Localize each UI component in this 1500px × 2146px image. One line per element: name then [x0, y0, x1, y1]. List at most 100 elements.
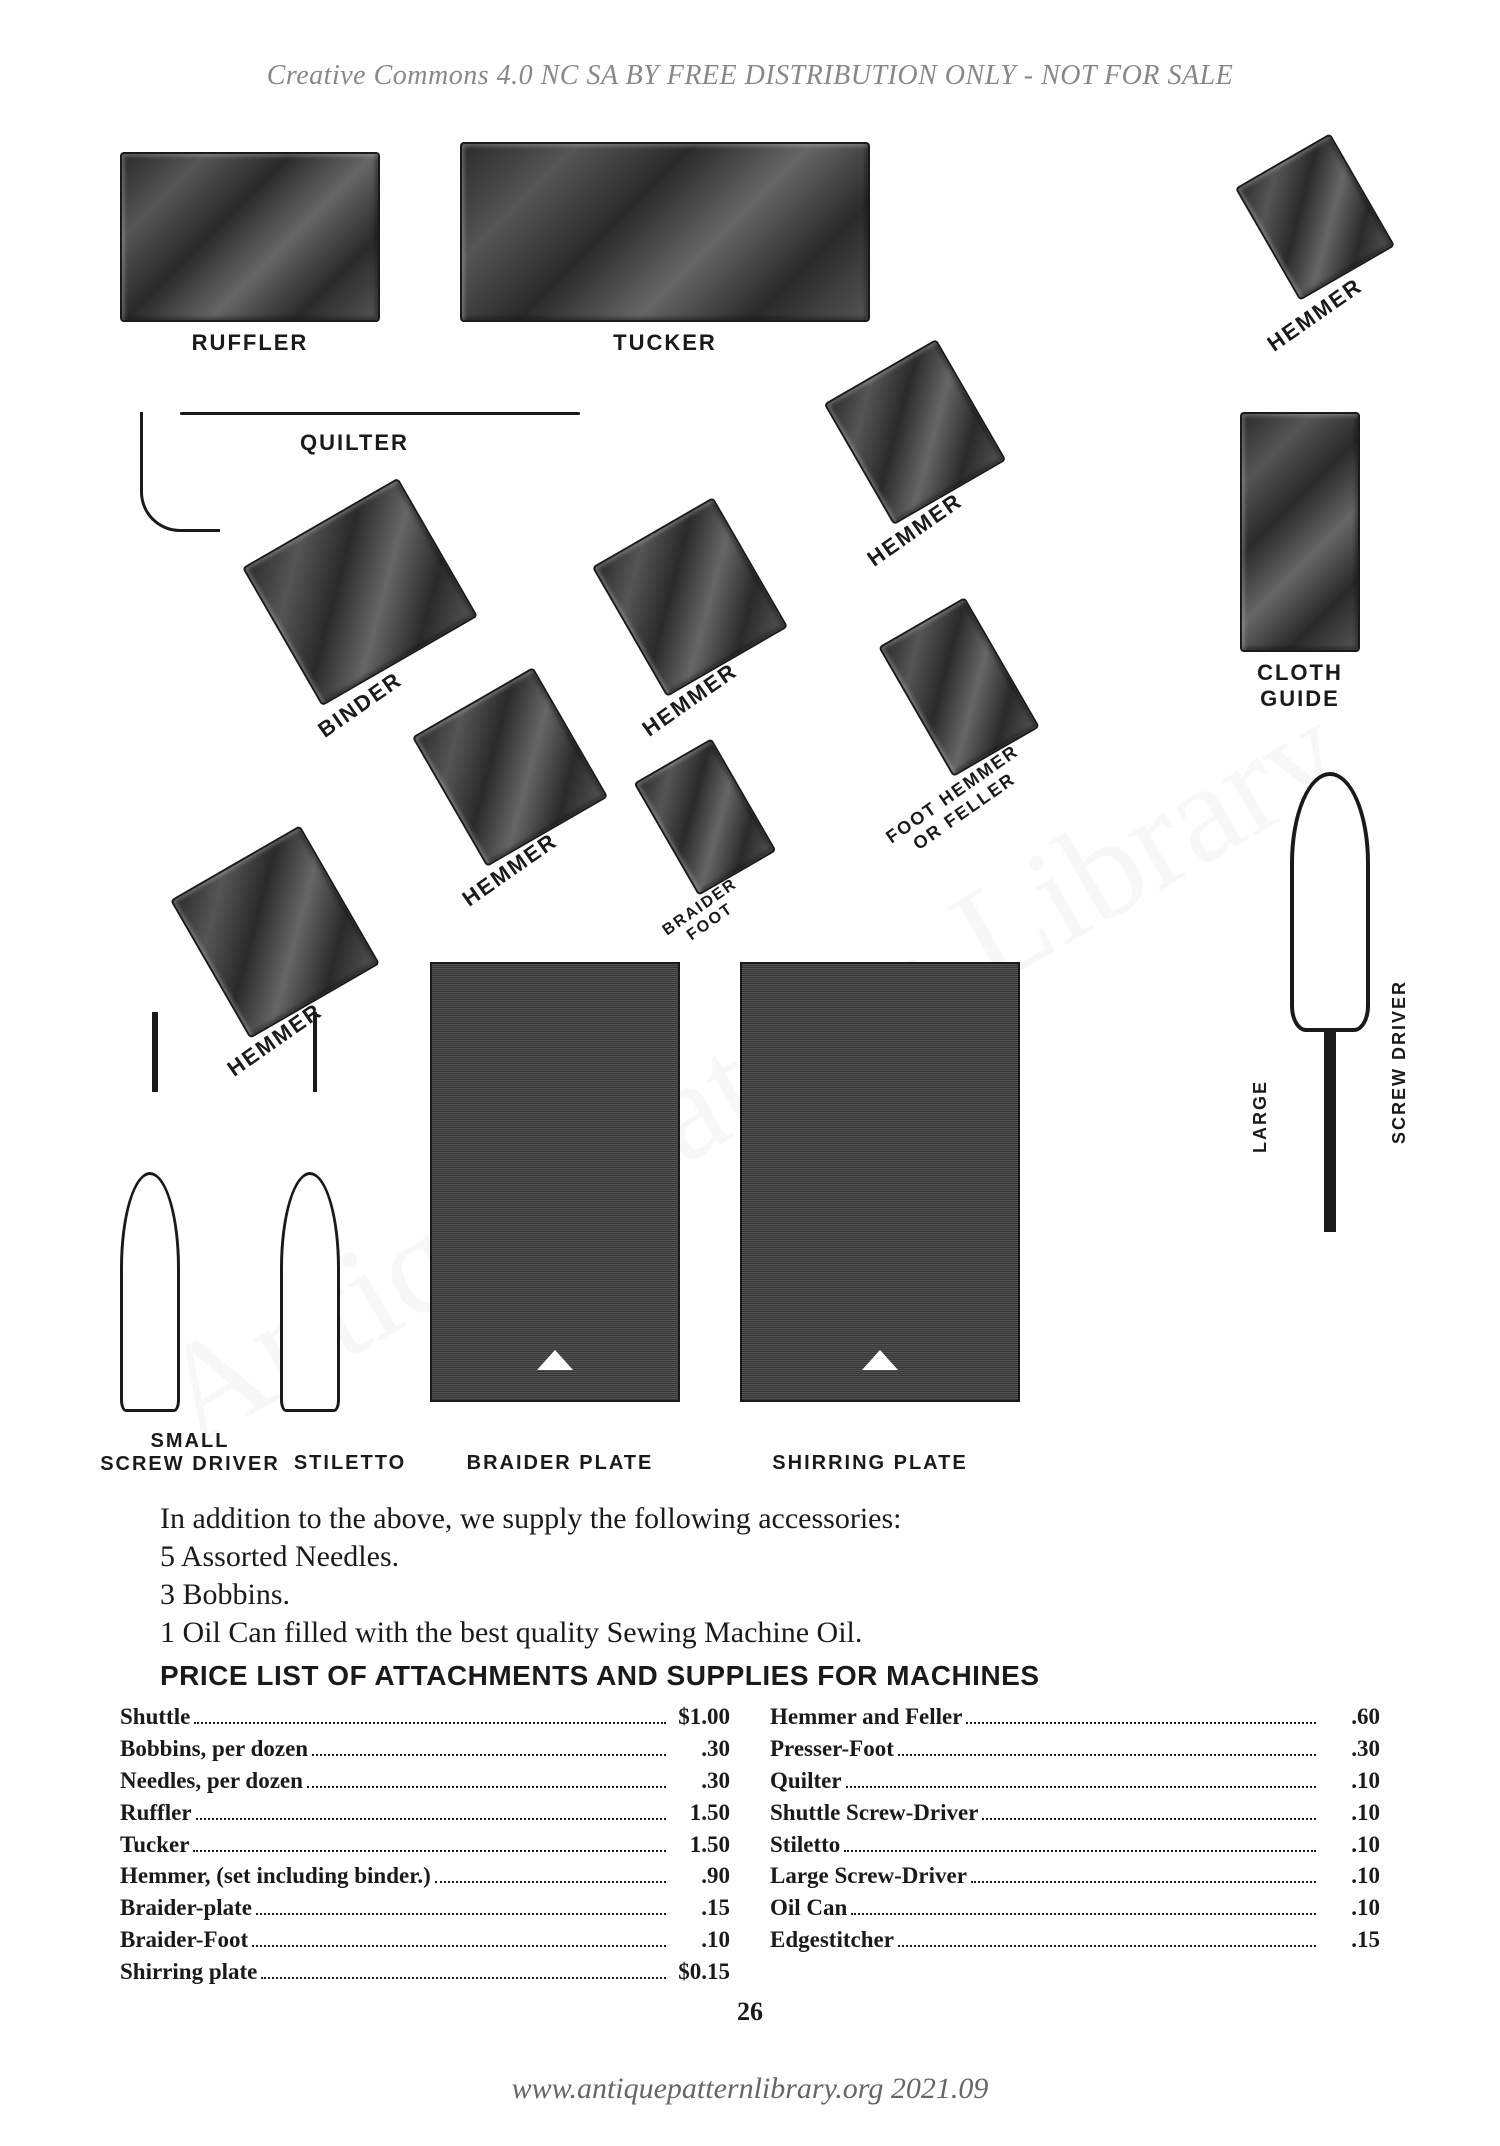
braider-plate-image [430, 962, 680, 1402]
price-item-name: Ruffler [120, 1798, 192, 1828]
ruffler-label: RUFFLER [192, 330, 309, 356]
large-label: LARGE [1250, 1080, 1271, 1153]
price-row: Shuttle Screw-Driver .10 [770, 1798, 1380, 1828]
cloth-guide-image [1240, 412, 1360, 652]
price-dots [261, 1977, 666, 1979]
price-item-name: Shirring plate [120, 1957, 257, 1987]
tucker-image [460, 142, 870, 322]
price-item-name: Braider-Foot [120, 1925, 248, 1955]
price-dots [193, 1850, 666, 1852]
price-dots [971, 1881, 1316, 1883]
stiletto-image [280, 1092, 350, 1412]
part-foot-hemmer: FOOT HEMMER OR FELLER [880, 612, 1037, 824]
hemmer-4-image [412, 667, 608, 867]
price-row: Ruffler 1.50 [120, 1798, 730, 1828]
accessories-line2: 3 Bobbins. [160, 1578, 1400, 1612]
part-cloth-guide: CLOTH GUIDE [1240, 412, 1360, 712]
price-item-value: .15 [670, 1893, 730, 1923]
bottom-labels: SMALL SCREW DRIVER STILETTO BRAIDER PLAT… [100, 1422, 1400, 1476]
price-dots [252, 1945, 666, 1947]
price-item-name: Needles, per dozen [120, 1766, 303, 1796]
price-dots [844, 1850, 1316, 1852]
price-dots [307, 1786, 666, 1788]
part-small-screwdriver [120, 1092, 190, 1412]
price-dots [851, 1913, 1316, 1915]
binder-image [242, 478, 478, 707]
price-item-name: Tucker [120, 1830, 189, 1860]
price-item-value: .10 [1320, 1893, 1380, 1923]
price-row: Braider-plate .15 [120, 1893, 730, 1923]
price-dots [256, 1913, 666, 1915]
price-column-left: Shuttle$1.00Bobbins, per dozen.30Needles… [120, 1702, 730, 1989]
accessories-line3: 1 Oil Can filled with the best quality S… [160, 1616, 1400, 1650]
price-row: Braider-Foot.10 [120, 1925, 730, 1955]
part-stiletto [280, 1092, 350, 1412]
price-dots [982, 1818, 1316, 1820]
page-number: 26 [100, 1997, 1400, 2027]
price-columns: Shuttle$1.00Bobbins, per dozen.30Needles… [120, 1702, 1380, 1989]
price-item-name: Hemmer and Feller [770, 1702, 962, 1732]
price-row: Shuttle$1.00 [120, 1702, 730, 1732]
small-screwdriver-label: SMALL SCREW DRIVER [100, 1430, 280, 1476]
hemmer-3-image [592, 497, 788, 697]
price-row: Hemmer and Feller.60 [770, 1702, 1380, 1732]
quilter-line [180, 412, 580, 415]
watermark-bottom: www.antiquepatternlibrary.org 2021.09 [0, 2072, 1500, 2106]
watermark-top: Creative Commons 4.0 NC SA BY FREE DISTR… [100, 60, 1400, 92]
hemmer-2-image [824, 339, 1007, 525]
price-dots [966, 1722, 1316, 1724]
price-column-right: Hemmer and Feller.60Presser-Foot .30 Quilt… [770, 1702, 1380, 1989]
price-dots [194, 1722, 666, 1724]
price-dots [846, 1786, 1316, 1788]
price-item-value: $0.15 [670, 1957, 730, 1987]
part-hemmer-3: HEMMER [620, 522, 760, 713]
price-dots [898, 1945, 1316, 1947]
part-braider-foot: BRAIDER FOOT [660, 752, 750, 933]
price-item-name: Presser-Foot [770, 1734, 894, 1764]
price-item-name: Quilter [770, 1766, 842, 1796]
price-item-name: Edgestitcher [770, 1925, 894, 1955]
price-item-name: Large Screw-Driver [770, 1861, 967, 1891]
part-shirring-plate [740, 962, 1020, 1402]
price-item-value: .10 [1320, 1766, 1380, 1796]
price-row: Stiletto.10 [770, 1830, 1380, 1860]
part-ruffler: RUFFLER [120, 152, 380, 356]
price-item-name: Hemmer, (set including binder.) [120, 1861, 431, 1891]
part-hemmer-4: HEMMER [440, 692, 580, 883]
price-row: Tucker1.50 [120, 1830, 730, 1860]
part-hemmer-1: HEMMER [1260, 152, 1370, 328]
price-row: Presser-Foot .30 [770, 1734, 1380, 1764]
price-item-value: 1.50 [670, 1798, 730, 1828]
large-screwdriver-image [1280, 772, 1380, 1232]
price-item-name: Stiletto [770, 1830, 840, 1860]
price-row: Bobbins, per dozen.30 [120, 1734, 730, 1764]
quilter-label: QUILTER [300, 430, 409, 456]
part-tucker: TUCKER [460, 142, 870, 356]
shirring-plate-image [740, 962, 1020, 1402]
price-item-value: .30 [670, 1734, 730, 1764]
hemmer-1-image [1235, 133, 1395, 301]
accessories-line1: 5 Assorted Needles. [160, 1540, 1400, 1574]
price-item-value: .10 [1320, 1798, 1380, 1828]
quilter-curve [140, 412, 220, 532]
price-row: Large Screw-Driver .10 [770, 1861, 1380, 1891]
document-page: Creative Commons 4.0 NC SA BY FREE DISTR… [0, 0, 1500, 2146]
price-dots [898, 1754, 1316, 1756]
hemmer-5-image [170, 825, 380, 1039]
stiletto-label: STILETTO [280, 1430, 420, 1476]
price-item-name: Braider-plate [120, 1893, 252, 1923]
price-item-name: Shuttle Screw-Driver [770, 1798, 978, 1828]
price-item-name: Oil Can [770, 1893, 847, 1923]
screwdriver-label: SCREW DRIVER [1389, 980, 1410, 1144]
price-row: Shirring plate $0.15 [120, 1957, 730, 1987]
illustration-area: RUFFLER TUCKER HEMMER QUILTER HEMMER CLO… [100, 132, 1400, 1482]
price-item-value: .10 [1320, 1861, 1380, 1891]
price-item-name: Shuttle [120, 1702, 190, 1732]
price-row: Edgestitcher.15 [770, 1925, 1380, 1955]
price-row: Hemmer, (set including binder.).90 [120, 1861, 730, 1891]
part-hemmer-5: HEMMER [200, 852, 350, 1053]
tucker-label: TUCKER [613, 330, 717, 356]
price-item-value: .30 [1320, 1734, 1380, 1764]
part-hemmer-2: HEMMER [850, 362, 980, 543]
part-braider-plate [430, 962, 680, 1402]
